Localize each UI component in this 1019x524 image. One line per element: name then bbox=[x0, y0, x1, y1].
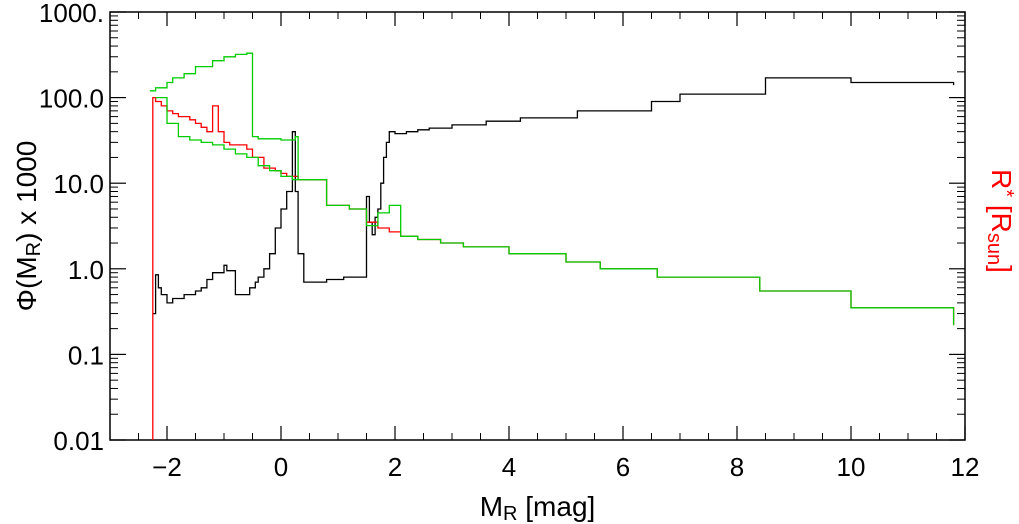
y-axis-right-label: R* [Rsun] bbox=[983, 169, 1017, 273]
y-tick-label: 1.0 bbox=[68, 255, 104, 285]
x-axis-label: MR [mag] bbox=[480, 491, 596, 524]
series-line-3 bbox=[155, 96, 299, 181]
y-axis-left-label: Φ(MR) x 1000 bbox=[11, 141, 45, 312]
x-tick-label: 8 bbox=[730, 452, 744, 482]
x-tick-label: 2 bbox=[388, 452, 402, 482]
x-tick-label: 10 bbox=[837, 452, 866, 482]
x-tick-label: 12 bbox=[951, 452, 980, 482]
series-line-1 bbox=[152, 96, 955, 440]
x-tick-label: 4 bbox=[502, 452, 516, 482]
y-tick-label: 10.0 bbox=[53, 169, 104, 199]
plot-frame bbox=[109, 11, 966, 441]
y-tick-label: 100.0 bbox=[39, 84, 104, 114]
y-tick-label: 0.01 bbox=[53, 426, 104, 456]
series-line-2 bbox=[149, 52, 955, 326]
x-tick-label: 6 bbox=[616, 452, 630, 482]
x-tick-label: 0 bbox=[274, 452, 288, 482]
y-tick-label: 0.1 bbox=[68, 340, 104, 370]
x-tick-label: −2 bbox=[152, 452, 182, 482]
series-line-0 bbox=[152, 77, 955, 315]
y-tick-label: 1000. bbox=[39, 0, 104, 28]
